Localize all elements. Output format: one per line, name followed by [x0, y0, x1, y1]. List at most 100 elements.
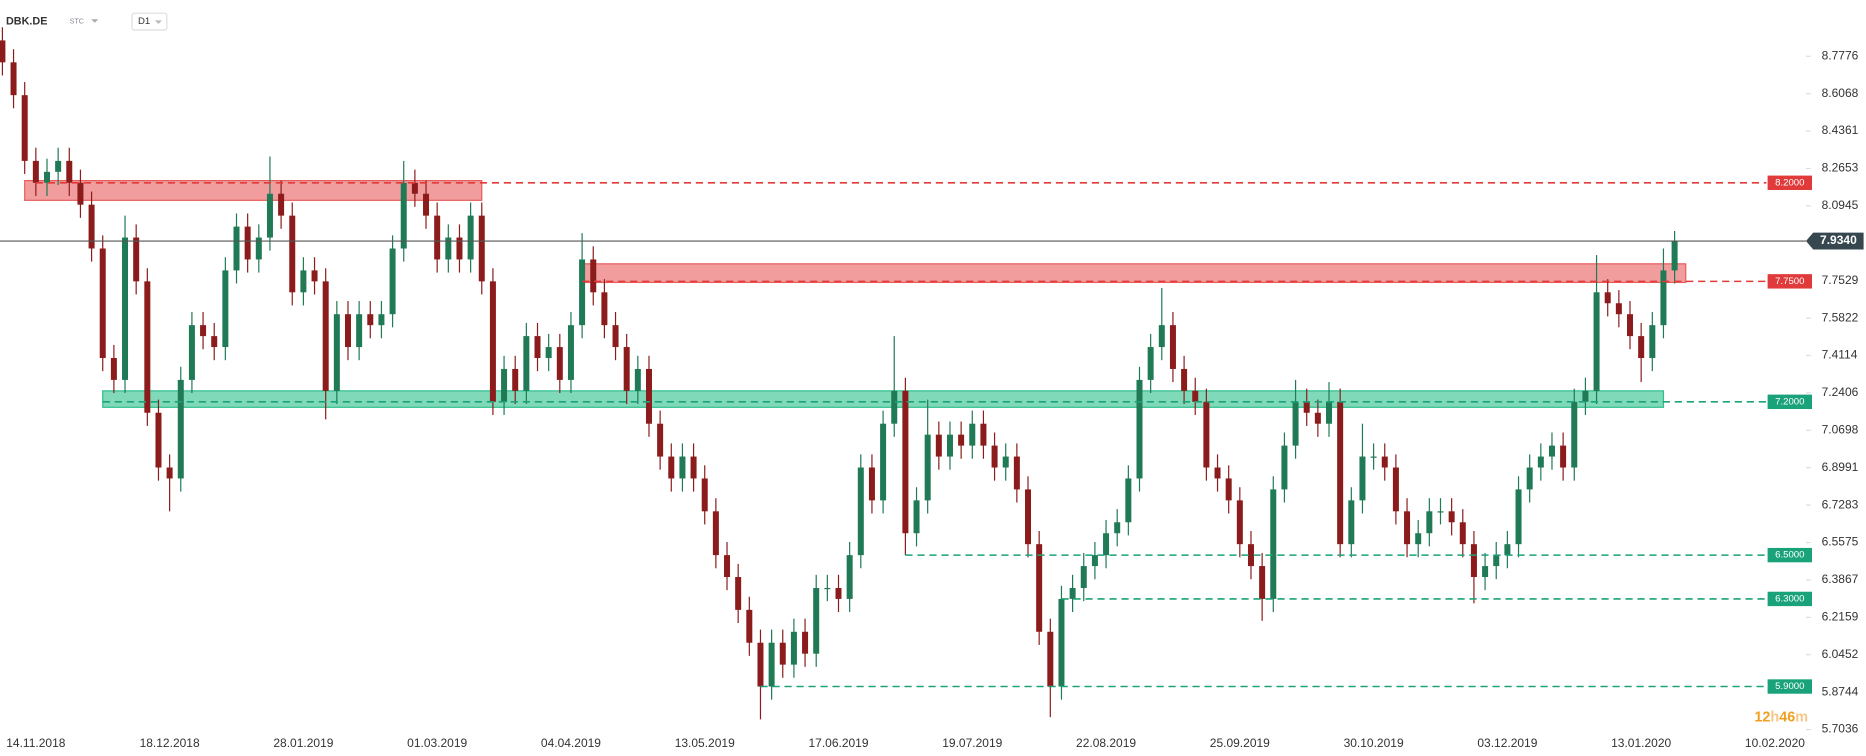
candle-body	[1459, 522, 1466, 545]
candle-body	[1080, 566, 1087, 588]
current-price-box	[1806, 232, 1864, 250]
candle-body	[188, 325, 195, 380]
y-tick-label: 7.7529	[1822, 273, 1859, 287]
candle-body	[1404, 511, 1411, 545]
candle-body	[0, 40, 6, 63]
x-tick-label: 04.04.2019	[541, 736, 601, 750]
candle-body	[1615, 303, 1622, 315]
candle-body	[1515, 489, 1522, 545]
candle-body	[1247, 544, 1254, 567]
candle-body	[1058, 598, 1065, 687]
candle-body	[958, 434, 965, 446]
candle-body	[824, 587, 831, 590]
candle-body	[1147, 347, 1154, 380]
y-tick-label: 7.0698	[1822, 422, 1859, 436]
candle-body	[1649, 325, 1656, 359]
y-tick-label: 5.7036	[1822, 722, 1859, 736]
countdown-hours: 12	[1754, 709, 1770, 725]
candle-body	[155, 412, 162, 468]
candle-body	[501, 368, 508, 402]
x-tick-label: 22.08.2019	[1076, 736, 1136, 750]
candle-body	[1192, 390, 1199, 402]
interval-select[interactable]	[131, 12, 168, 31]
candle-body	[1426, 511, 1433, 534]
candle-body	[1482, 566, 1489, 578]
candle-body	[1370, 456, 1377, 458]
candle-body	[356, 314, 363, 348]
candle-body	[411, 182, 418, 194]
level-label: 8.2000	[1775, 177, 1804, 188]
level-label-box	[1767, 394, 1812, 410]
countdown-m: m	[1795, 709, 1808, 725]
candle-body	[1225, 478, 1232, 501]
candle-body	[478, 215, 485, 282]
candle-body	[880, 423, 887, 501]
candle-body	[1582, 390, 1589, 402]
candle-body	[1537, 456, 1544, 468]
candle-body	[969, 423, 976, 446]
candle-body	[857, 467, 864, 556]
candle-body	[768, 642, 775, 687]
candle-body	[322, 281, 329, 391]
candle-body	[556, 347, 563, 380]
symbol-tag: STC	[70, 17, 84, 26]
candle-body	[567, 325, 574, 380]
candle-body	[1638, 336, 1645, 359]
dropdown-arrow[interactable]	[154, 20, 162, 24]
y-tick-label: 6.8991	[1822, 460, 1859, 474]
countdown-minutes: 46	[1779, 709, 1795, 725]
x-tick-label: 17.06.2019	[808, 736, 868, 750]
candle-body	[1671, 241, 1678, 271]
candle-body	[946, 434, 953, 457]
candle-body	[1627, 314, 1634, 337]
current-price-label: 7.9340	[1820, 233, 1857, 247]
candle-body	[289, 215, 296, 293]
interval[interactable]: D1	[138, 16, 150, 27]
candle-body	[21, 95, 28, 161]
candle-body	[389, 248, 396, 315]
candle-body	[1571, 401, 1578, 468]
x-tick-label: 30.10.2019	[1344, 736, 1404, 750]
x-tick-label: 28.01.2019	[273, 736, 333, 750]
candle-body	[144, 281, 151, 413]
candle-body	[1236, 500, 1243, 545]
candle-body	[122, 237, 129, 380]
candle-body	[211, 336, 218, 348]
candle-body	[367, 314, 374, 326]
x-tick-label: 13.01.2020	[1611, 736, 1671, 750]
candle-body	[467, 215, 474, 260]
y-tick-label: 8.2653	[1822, 161, 1859, 175]
candle-body	[657, 423, 664, 457]
candle-body	[434, 215, 441, 260]
candle-body	[200, 325, 207, 337]
candle-body	[1526, 467, 1533, 490]
candle-body	[1002, 456, 1009, 468]
candle-body	[668, 456, 675, 479]
y-tick-label: 7.5822	[1822, 310, 1859, 324]
candle-body	[757, 642, 764, 687]
candle-body	[1181, 368, 1188, 391]
candle-body	[1281, 445, 1288, 490]
candle-body	[32, 160, 39, 183]
dropdown-arrow[interactable]	[91, 19, 99, 23]
y-tick-label: 6.7283	[1822, 497, 1859, 511]
candle-body	[1392, 467, 1399, 512]
candle-body	[1169, 325, 1176, 369]
candle-body	[344, 314, 351, 348]
candle-body	[1136, 379, 1143, 479]
plot: 5.7036 5.8744 6.0452 6.2159 6.3867 6.5575 6.72…	[0, 27, 1864, 750]
candle-body	[300, 270, 307, 293]
candle-body	[935, 434, 942, 457]
y-tick-label: 6.2159	[1822, 610, 1859, 624]
symbol[interactable]: DBK.DE	[6, 15, 47, 27]
candle-body	[645, 368, 652, 424]
candle-body	[612, 325, 619, 348]
candle-body	[445, 237, 452, 260]
candle-body	[43, 171, 50, 183]
y-tick-label: 6.5575	[1822, 535, 1859, 549]
x-tick-label: 13.05.2019	[675, 736, 735, 750]
candle-body	[333, 314, 340, 391]
candle-body	[813, 587, 820, 654]
candle-body	[278, 193, 285, 216]
